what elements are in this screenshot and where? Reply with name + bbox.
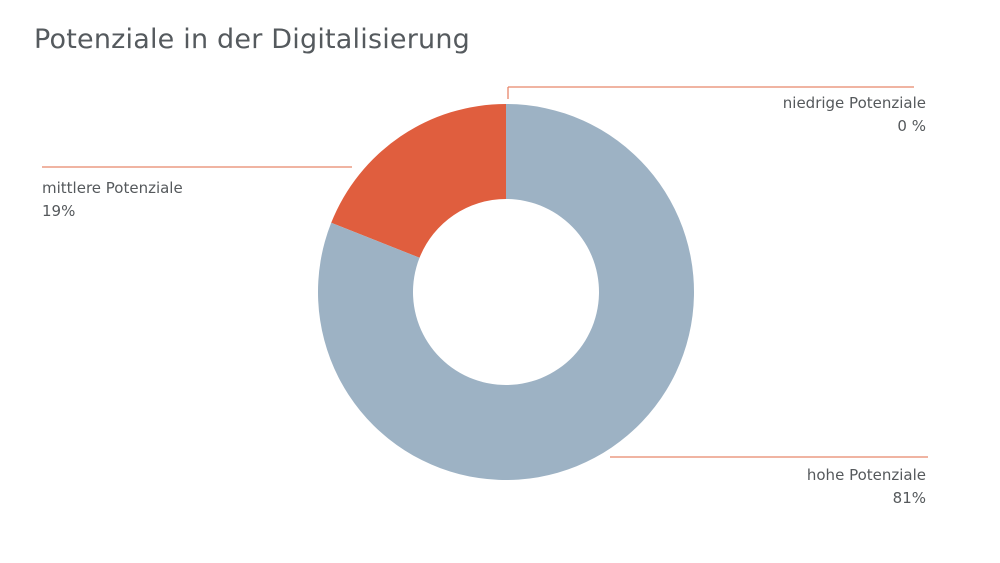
- slice-name-niedrig: niedrige Potenziale: [782, 94, 926, 112]
- chart-title: Potenziale in der Digitalisierung: [34, 24, 471, 55]
- slice-mittlere-potenziale: [331, 104, 506, 258]
- slice-value-hoch: 81%: [892, 489, 926, 507]
- slice-value-mittel: 19%: [42, 202, 76, 220]
- slice-name-mittel: mittlere Potenziale: [42, 179, 183, 197]
- slice-name-hoch: hohe Potenziale: [806, 466, 926, 484]
- slice-hohe-potenziale: [318, 104, 694, 480]
- slice-label-hoch: hohe Potenziale 81%: [807, 464, 926, 510]
- slice-value-niedrig: 0 %: [897, 117, 926, 135]
- slice-label-mittel: mittlere Potenziale 19%: [42, 177, 183, 223]
- slice-label-niedrig: niedrige Potenziale 0 %: [783, 92, 926, 138]
